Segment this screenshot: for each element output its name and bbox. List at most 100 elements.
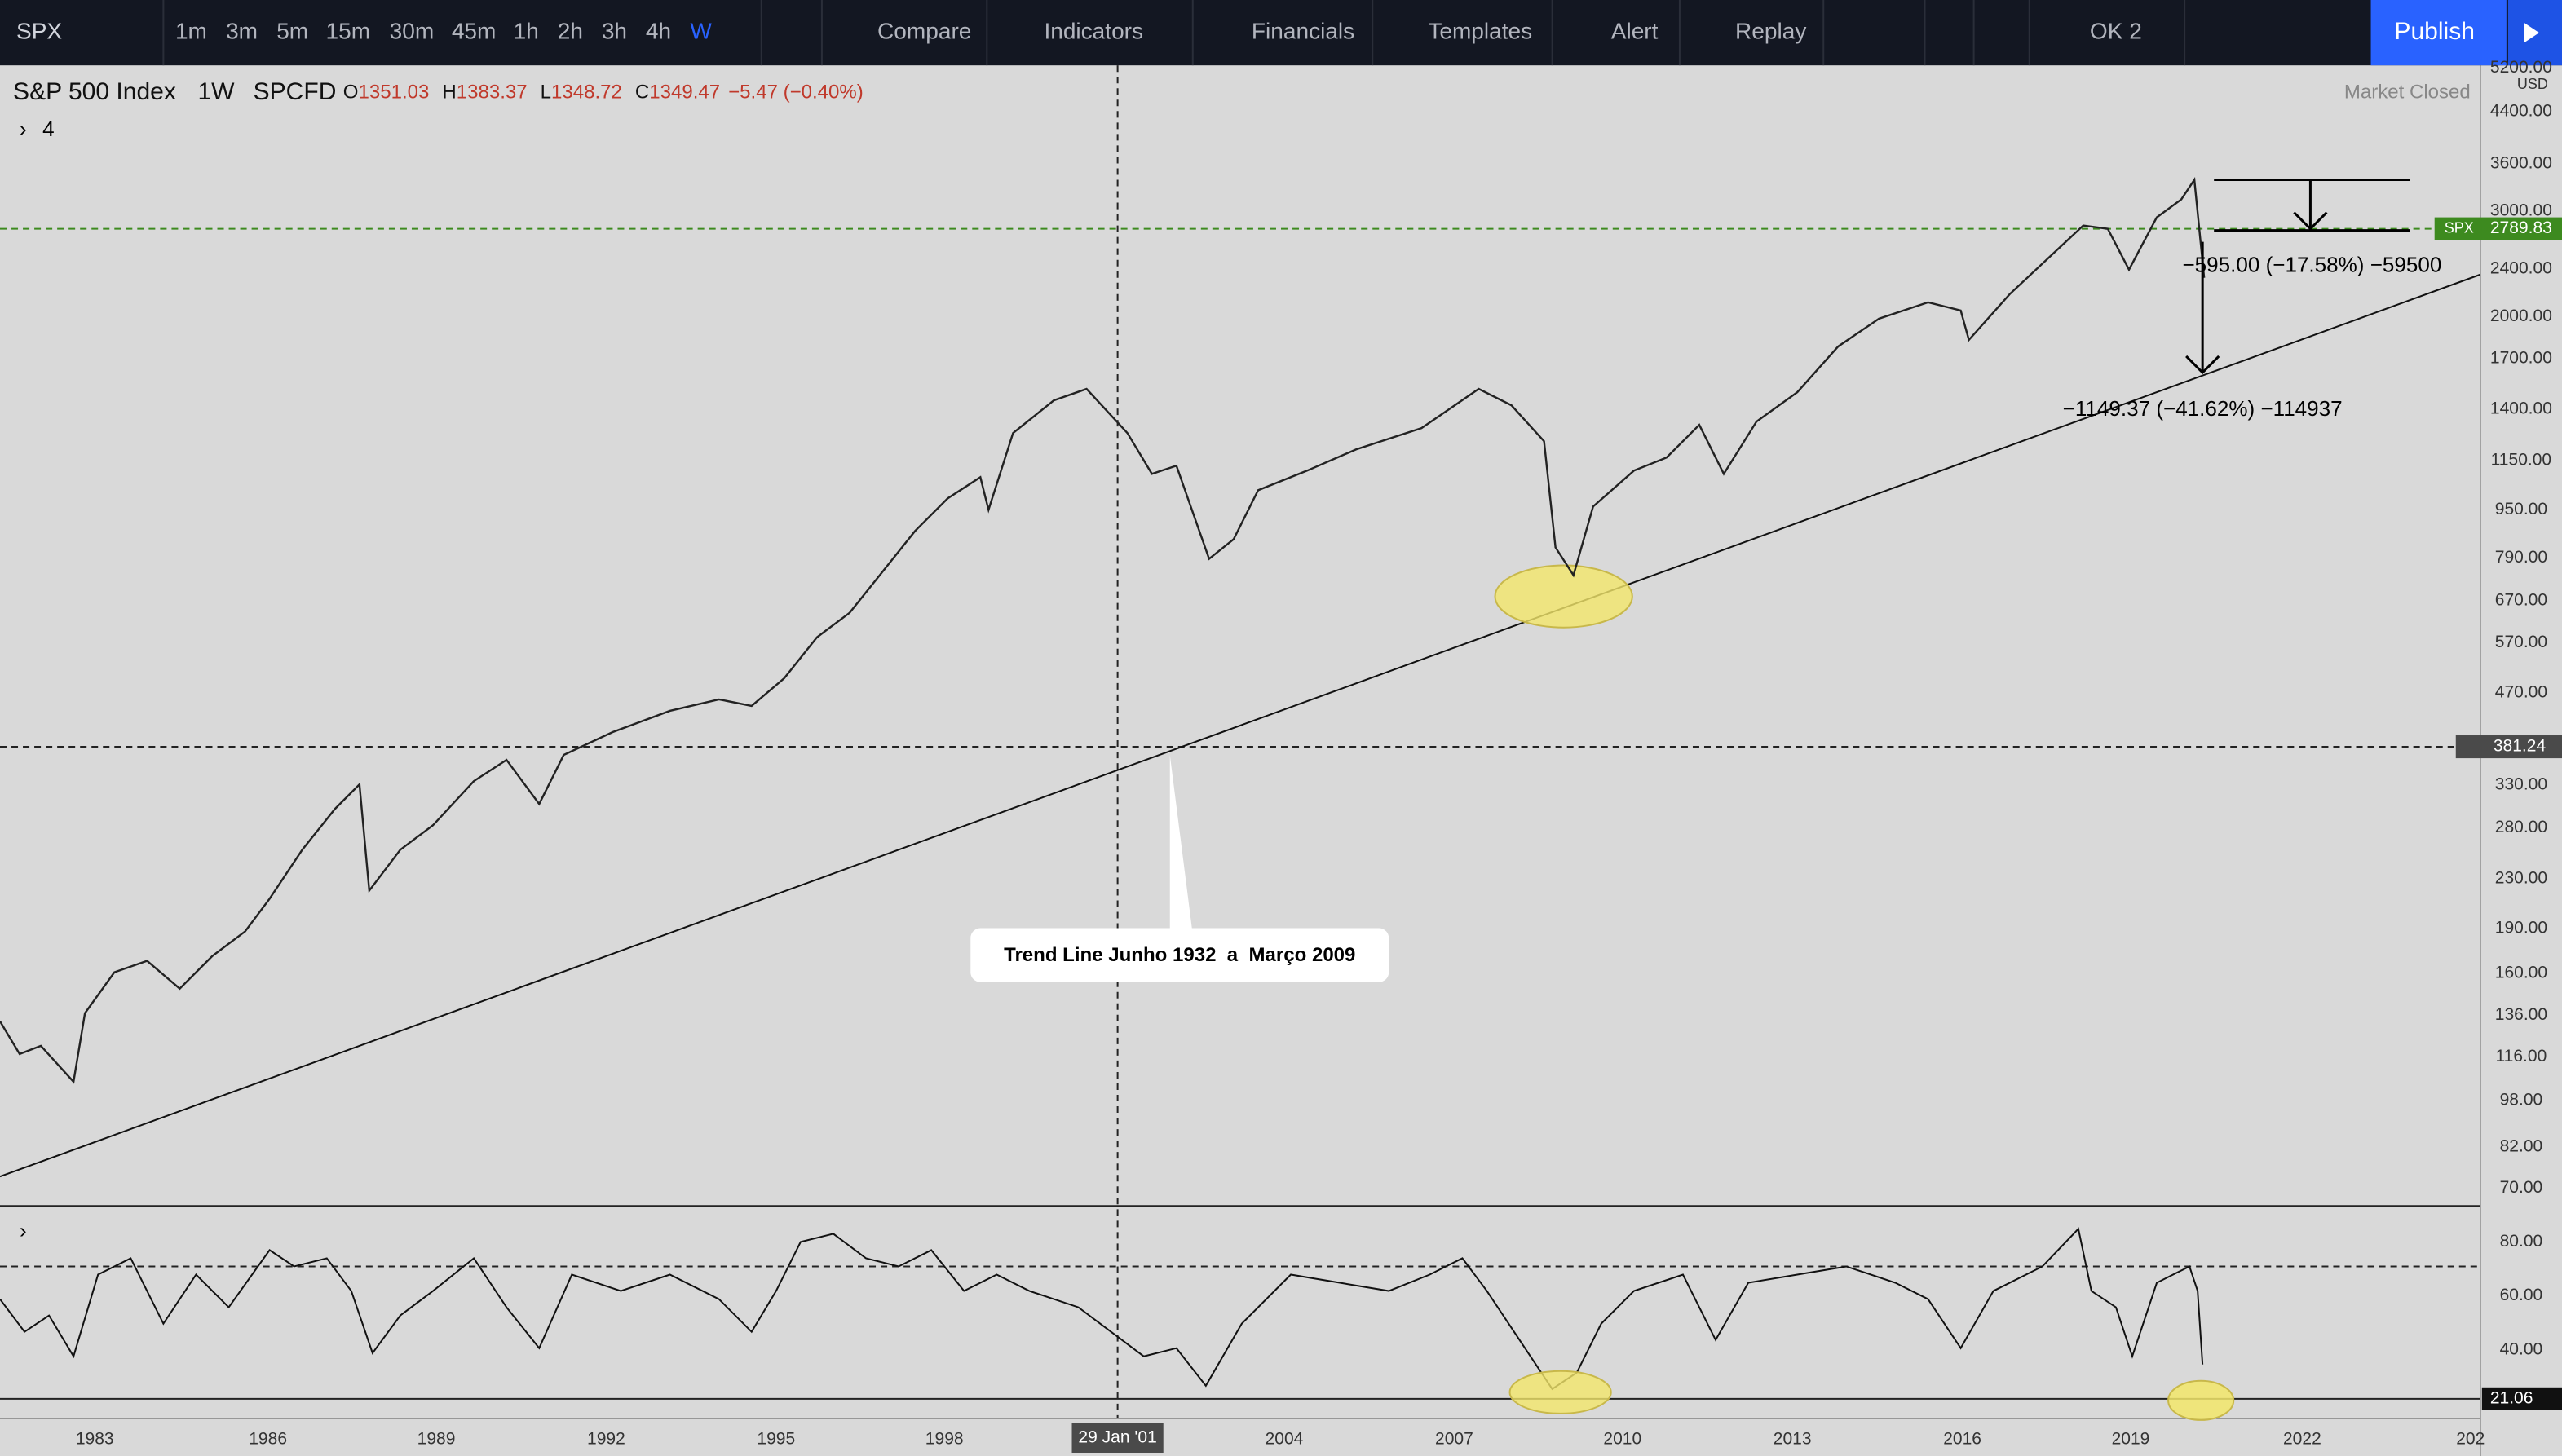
last-price-tag xyxy=(2434,217,2562,240)
interval-button[interactable]: 4h xyxy=(646,18,671,43)
interval-button[interactable]: 30m xyxy=(390,18,435,43)
time-tick-label: 2010 xyxy=(1603,1430,1641,1449)
expand-rsi[interactable]: › xyxy=(20,1218,27,1242)
exchange: SPCFD xyxy=(254,78,337,105)
price-tick-label: 190.00 xyxy=(2495,919,2547,938)
price-tick-label: 470.00 xyxy=(2495,683,2547,702)
interval-button[interactable]: 1h xyxy=(514,18,539,43)
rsi-last: 21.06 xyxy=(2490,1388,2533,1407)
time-tick-label: 1995 xyxy=(757,1430,795,1449)
crosshair-date-tag xyxy=(1071,1423,1164,1453)
rsi-last-tag xyxy=(2481,1387,2562,1410)
label: H xyxy=(442,82,456,104)
highlight-2009 xyxy=(1494,564,1633,629)
market-status: Market Closed xyxy=(2344,82,2471,104)
symbol[interactable]: SPX xyxy=(16,18,62,43)
price-tick-label: 82.00 xyxy=(2500,1136,2543,1155)
rsi-highlight xyxy=(1508,1370,1612,1414)
price-tick-label: 2400.00 xyxy=(2490,259,2552,278)
price-tick-label: 570.00 xyxy=(2495,633,2547,651)
price-tick-label: 1400.00 xyxy=(2490,399,2552,418)
label: C xyxy=(635,82,649,104)
price-tick-label: 230.00 xyxy=(2495,869,2547,888)
layout-button[interactable]: OK 2 xyxy=(2090,18,2142,43)
price-tick-label: 950.00 xyxy=(2495,500,2547,518)
crosshair-price: 381.24 xyxy=(2494,737,2547,756)
time-tick-label: 1992 xyxy=(587,1430,625,1449)
interval-button[interactable]: 1m xyxy=(175,18,207,43)
interval-button[interactable]: 45m xyxy=(452,18,497,43)
compare-button[interactable]: Compare xyxy=(877,18,971,43)
financials-button[interactable]: Financials xyxy=(1252,18,1354,43)
indicator-count: 4 xyxy=(42,117,54,141)
price-tick-label: 330.00 xyxy=(2495,774,2547,793)
price-tick-label: 2000.00 xyxy=(2490,307,2552,325)
rsi-tick-label: 80.00 xyxy=(2500,1232,2543,1251)
price-tick-label: 136.00 xyxy=(2495,1005,2547,1024)
chart-area xyxy=(0,65,2562,1456)
price-tick-label: 98.00 xyxy=(2500,1091,2543,1110)
value: 1348.72 xyxy=(551,82,622,104)
callout-box xyxy=(970,928,1389,982)
price-tick-label: 160.00 xyxy=(2495,963,2547,982)
indicators-button[interactable]: Indicators xyxy=(1044,18,1143,43)
interval-button[interactable]: W xyxy=(690,18,712,43)
crosshair-date: 29 Jan '01 xyxy=(1078,1428,1156,1447)
price-tick-label: 1700.00 xyxy=(2490,349,2552,368)
price-line xyxy=(0,177,2206,1084)
publish-button[interactable] xyxy=(2370,0,2507,66)
value: 1383.37 xyxy=(457,82,528,104)
price-tick-label: 790.00 xyxy=(2495,548,2547,567)
ohlc: O1351.03 H1383.37 L1348.72 C1349.47 −5.47 (−… xyxy=(343,82,864,104)
interval-button[interactable]: 5m xyxy=(276,18,308,43)
time-tick-label: 2013 xyxy=(1774,1430,1812,1449)
price-tick-label: 1150.00 xyxy=(2491,450,2551,469)
label: O xyxy=(343,82,359,104)
interval-button[interactable]: 3h xyxy=(602,18,627,43)
label: L xyxy=(541,82,551,104)
time-tick-label: 2016 xyxy=(1943,1430,1981,1449)
play-icon xyxy=(2524,23,2539,43)
expand-indicators[interactable]: › xyxy=(20,117,27,141)
price-tick-label: 3000.00 xyxy=(2490,201,2552,220)
price-tick-label: 70.00 xyxy=(2500,1178,2543,1197)
value: 1351.03 xyxy=(359,82,430,104)
alert-button[interactable]: Alert xyxy=(1611,18,1659,43)
time-tick-label: 2019 xyxy=(2112,1430,2150,1449)
interval-button[interactable]: 15m xyxy=(326,18,371,43)
templates-button[interactable]: Templates xyxy=(1428,18,1532,43)
time-tick-label: 1983 xyxy=(76,1430,114,1449)
replay-button[interactable]: Replay xyxy=(1735,18,1806,43)
symbol-name: S&P 500 Index xyxy=(13,78,176,105)
change: −5.47 (−0.40%) xyxy=(728,82,864,104)
time-tick-label: 202 xyxy=(2456,1430,2485,1449)
price-tick-label: 5200.00 xyxy=(2490,58,2552,77)
price-tick-label: 670.00 xyxy=(2495,591,2547,610)
value: 1349.47 xyxy=(649,82,720,104)
measure-label: −595.00 (−17.58%) −59500 xyxy=(2182,253,2441,277)
interval-button[interactable]: 3m xyxy=(226,18,258,43)
rsi-tick-label: 40.00 xyxy=(2500,1339,2543,1358)
measure-label: −1149.37 (−41.62%) −114937 xyxy=(2063,396,2343,421)
callout-pointer xyxy=(1169,755,1193,935)
last-price: 2789.83 xyxy=(2490,218,2552,237)
interval: 1W xyxy=(197,78,235,105)
measure-tools xyxy=(2185,178,2410,375)
publish-label: Publish xyxy=(2394,18,2475,45)
rsi-highlight xyxy=(2167,1379,2235,1421)
price-tick-label: 116.00 xyxy=(2496,1047,2547,1066)
toolbar xyxy=(0,0,2562,66)
rsi-tick-label: 60.00 xyxy=(2500,1286,2543,1304)
price-tick-label: 4400.00 xyxy=(2490,101,2552,120)
time-tick-label: 2022 xyxy=(2283,1430,2321,1449)
last-price-symbol: SPX xyxy=(2445,219,2474,236)
price-tick-label: 280.00 xyxy=(2495,818,2547,836)
time-tick-label: 1998 xyxy=(925,1430,964,1449)
time-tick-label: 2007 xyxy=(1435,1430,1473,1449)
currency: USD xyxy=(2517,76,2548,92)
time-tick-label: 1986 xyxy=(249,1430,287,1449)
price-tick-label: 3600.00 xyxy=(2490,153,2552,172)
interval-button[interactable]: 2h xyxy=(558,18,583,43)
